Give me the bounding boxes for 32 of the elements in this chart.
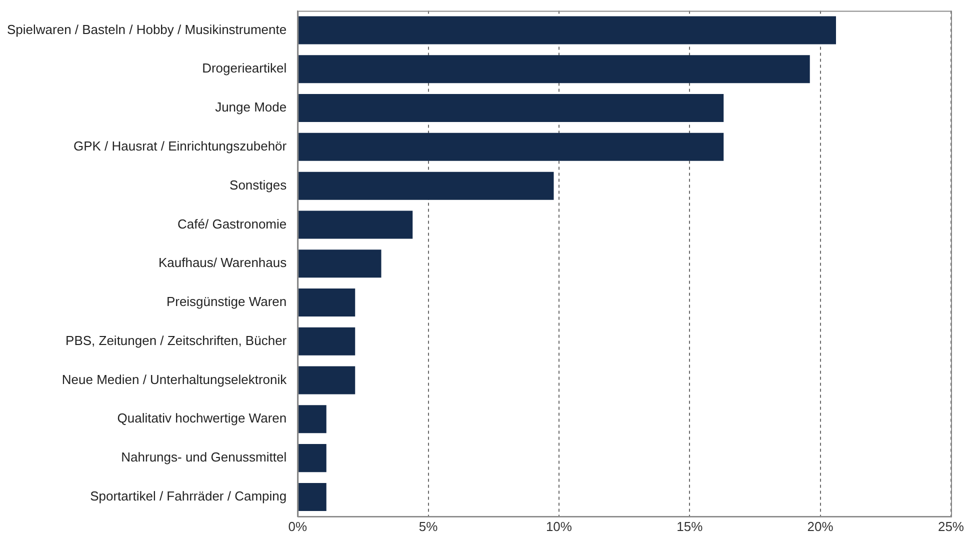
bar xyxy=(298,405,326,434)
x-tick-label: 0% xyxy=(288,518,308,534)
bar xyxy=(298,366,356,394)
x-tick-label: 15% xyxy=(676,518,704,534)
y-tick-label: Sportartikel / Fahrräder / Camping xyxy=(90,488,287,504)
y-tick-label: Junge Mode xyxy=(215,100,287,115)
bar xyxy=(298,288,356,316)
bar xyxy=(298,55,810,84)
bar xyxy=(298,210,413,239)
x-tick-label: 5% xyxy=(418,518,438,534)
y-tick-label: GPK / Hausrat / Einrichtungszubehör xyxy=(73,138,288,154)
bar xyxy=(298,482,326,511)
bar xyxy=(298,94,724,122)
x-tick-label: 25% xyxy=(938,518,964,534)
y-tick-label: Café/ Gastronomie xyxy=(178,216,287,232)
y-tick-label: Nahrungs- und Genussmittel xyxy=(121,450,287,465)
x-tick-label: 20% xyxy=(807,518,834,534)
y-tick-label: Preisgünstige Waren xyxy=(166,294,287,310)
bar xyxy=(298,327,356,356)
bar xyxy=(298,250,382,278)
y-tick-label: Qualitativ hochwertige Waren xyxy=(117,410,287,426)
y-tick-label: Neue Medien / Unterhaltungselektronik xyxy=(62,372,288,387)
y-tick-label: Sonstiges xyxy=(230,177,288,192)
bar xyxy=(298,16,836,44)
y-tick-label: PBS, Zeitungen / Zeitschriften, Bücher xyxy=(66,332,288,348)
y-tick-label: Spielwaren / Basteln / Hobby / Musikinstrumente xyxy=(6,22,287,37)
bar xyxy=(298,444,326,472)
y-tick-label: Drogerieartikel xyxy=(202,60,287,76)
x-tick-label: 10% xyxy=(546,518,572,534)
y-tick-label: Kaufhaus/ Warenhaus xyxy=(158,255,288,270)
bar xyxy=(298,132,724,161)
bar xyxy=(298,172,554,200)
